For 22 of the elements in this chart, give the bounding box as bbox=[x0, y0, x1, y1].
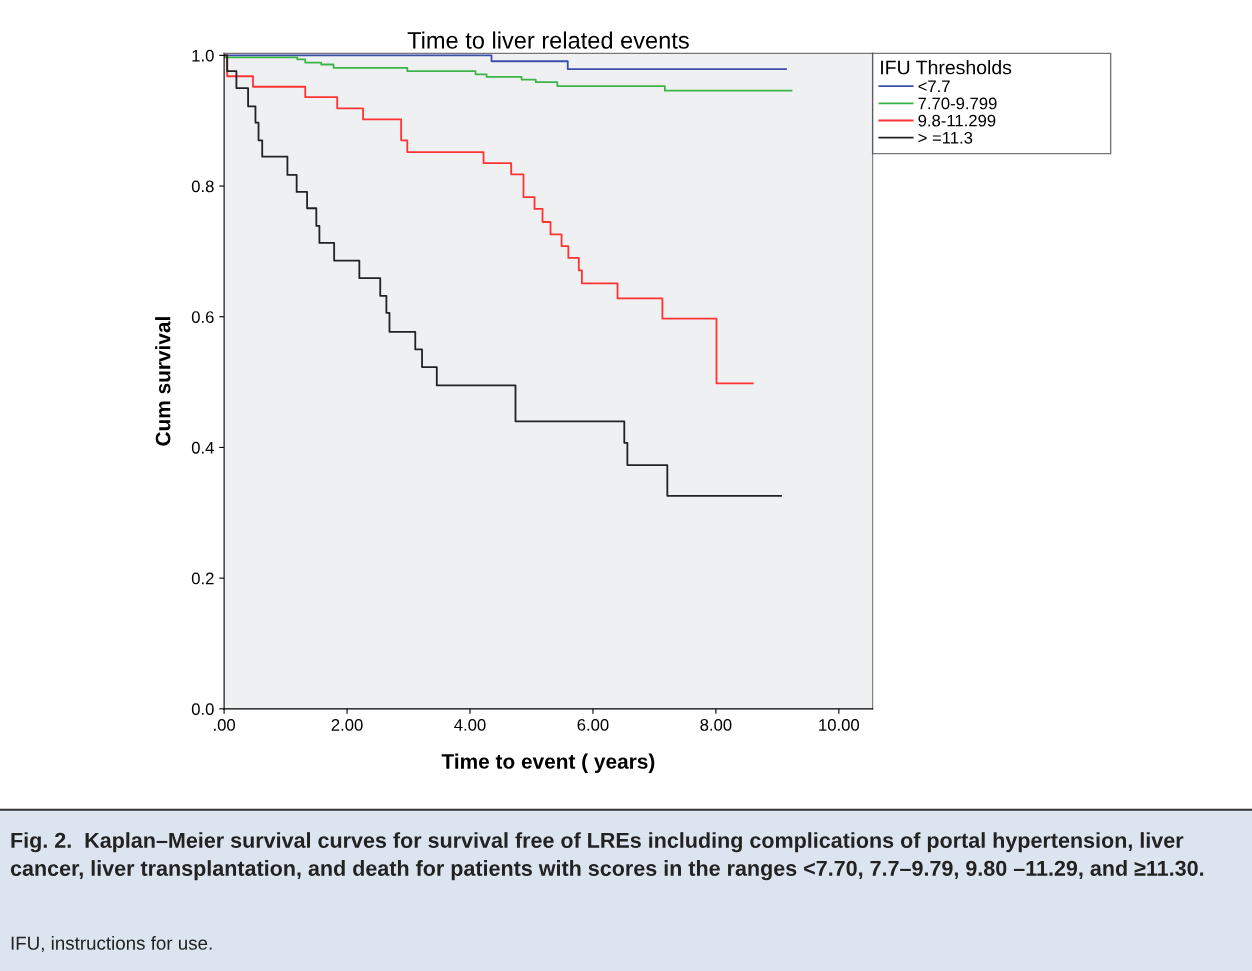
legend-label: 7.70-9.799 bbox=[918, 97, 997, 110]
legend-label: <7.7 bbox=[918, 80, 950, 92]
legend-title: IFU Thresholds bbox=[881, 60, 1012, 75]
x-tick-label: 8.00 bbox=[700, 718, 732, 731]
y-tick-label: 0.0 bbox=[191, 703, 214, 716]
caption: Fig. 2. Kaplan–Meier survival curves for survival free of LREs including complications of portal hypertension, liver cancer, liver transplantation, and death for patients with scores in the ranges <7.70, 7.7–9.79, 9.80 –11.29, and ≥11.30. bbox=[10, 832, 1204, 881]
chart-title: Time to liver related events bbox=[407, 31, 689, 49]
y-tick-label: 0.2 bbox=[191, 572, 214, 585]
x-tick-label: 4.00 bbox=[454, 718, 486, 731]
x-tick-label: 2.00 bbox=[331, 718, 363, 731]
y-tick-label: 0.4 bbox=[191, 441, 214, 454]
x-tick-label: .00 bbox=[214, 718, 236, 731]
y-tick-label: 0.6 bbox=[191, 311, 214, 323]
text: IFU, instructions for use. bbox=[11, 936, 212, 953]
x-axis-title: Time to event ( years) bbox=[441, 753, 655, 773]
legend-label: 9.8-11.299 bbox=[918, 114, 996, 127]
y-tick-label: 0.8 bbox=[191, 180, 214, 193]
legend-label: > =11.3 bbox=[918, 131, 973, 144]
y-axis-title: Cum survival bbox=[155, 317, 171, 446]
x-tick-label: 6.00 bbox=[577, 718, 609, 731]
x-tick-label: 10.00 bbox=[819, 718, 860, 731]
y-tick-label: 1.0 bbox=[192, 49, 214, 62]
